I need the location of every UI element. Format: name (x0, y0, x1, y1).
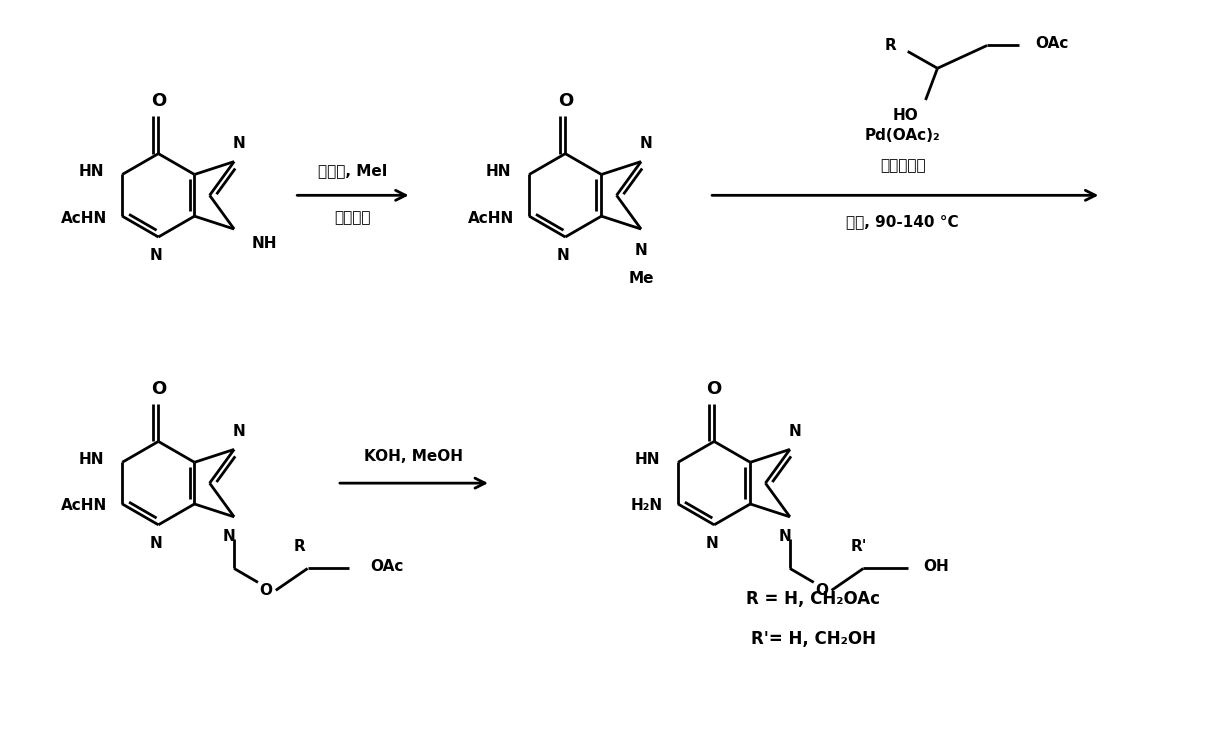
Text: HO: HO (893, 109, 918, 123)
Text: O: O (151, 380, 166, 398)
Text: N: N (635, 243, 647, 259)
Text: HN: HN (79, 164, 104, 179)
Text: N: N (150, 248, 163, 263)
Text: N: N (705, 537, 719, 551)
Text: HN: HN (79, 452, 104, 467)
Text: HN: HN (486, 164, 512, 179)
Text: 无机碱, MeI: 无机碱, MeI (318, 163, 387, 178)
Text: R'= H, CH₂OH: R'= H, CH₂OH (751, 630, 876, 648)
Text: AcHN: AcHN (62, 211, 108, 225)
Text: KOH, MeOH: KOH, MeOH (364, 449, 463, 464)
Text: Pd(OAc)₂: Pd(OAc)₂ (865, 129, 940, 143)
Text: R: R (294, 539, 305, 554)
Text: O: O (707, 380, 722, 398)
Text: Me: Me (628, 271, 653, 286)
Text: OAc: OAc (370, 559, 404, 574)
Text: H₂N: H₂N (632, 499, 663, 514)
Text: R': R' (851, 539, 866, 554)
Text: AcHN: AcHN (468, 211, 514, 225)
Text: O: O (816, 583, 828, 598)
Text: 溶剂, 90-140 °C: 溶剂, 90-140 °C (847, 214, 960, 230)
Text: O: O (151, 92, 166, 110)
Text: AcHN: AcHN (62, 499, 108, 514)
Text: O: O (259, 583, 272, 598)
Text: 有机溶剂: 有机溶剂 (335, 211, 371, 225)
Text: N: N (778, 529, 791, 544)
Text: N: N (223, 529, 236, 544)
Text: NH: NH (252, 236, 277, 251)
Text: N: N (789, 424, 801, 439)
Text: OH: OH (923, 559, 949, 574)
Text: N: N (232, 424, 246, 439)
Text: O: O (558, 92, 572, 110)
Text: R: R (885, 38, 897, 53)
Text: N: N (557, 248, 570, 263)
Text: R = H, CH₂OAc: R = H, CH₂OAc (747, 590, 881, 608)
Text: OAc: OAc (1035, 36, 1068, 51)
Text: 高价碰试剂: 高价碰试剂 (880, 158, 926, 173)
Text: N: N (232, 136, 246, 151)
Text: HN: HN (635, 452, 661, 467)
Text: N: N (640, 136, 652, 151)
Text: N: N (150, 537, 163, 551)
